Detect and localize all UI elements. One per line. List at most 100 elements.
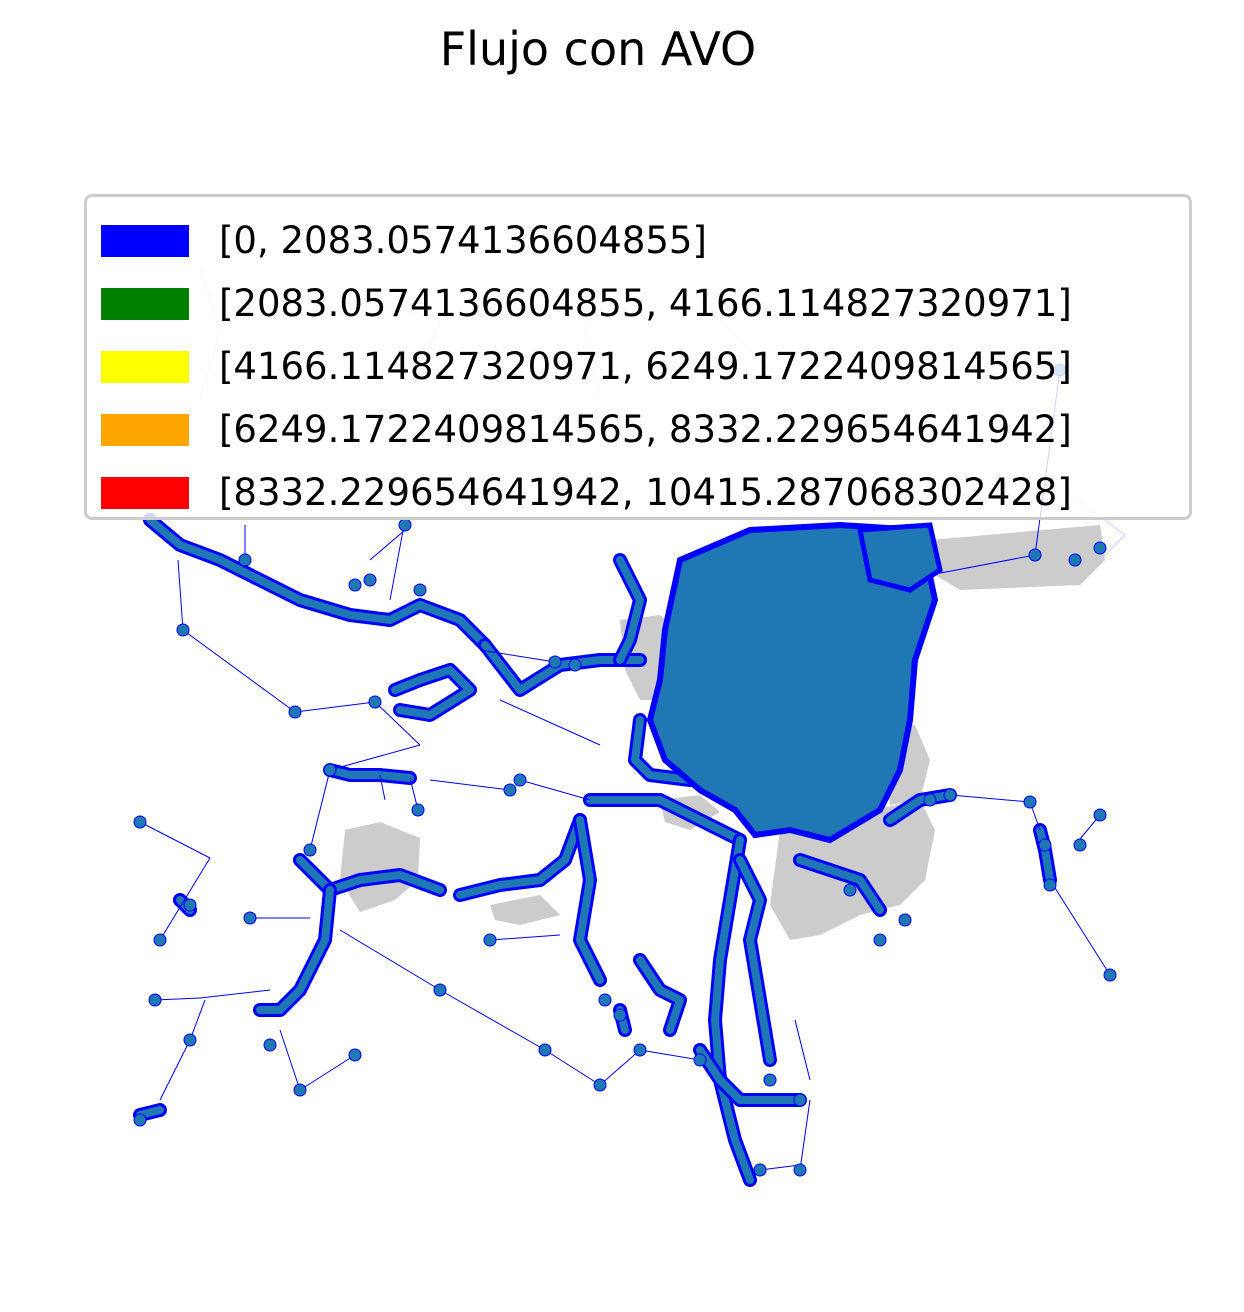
network-node [1073,838,1087,852]
network-corridor-nodes [616,556,644,664]
network-edge [794,1019,811,1081]
network-node [548,655,562,669]
network-node [503,783,517,797]
network-corridor-nodes [136,1106,164,1119]
legend-swatch [101,287,189,320]
legend-item-range-1: [0, 2083.0574136604855] [101,209,1189,272]
network-node [288,705,302,719]
network-edge [759,1164,801,1171]
network-corridor-nodes [886,791,954,824]
network-corridor [143,513,492,652]
legend-label: [4166.114827320971, 6249.1722409814565] [219,345,1072,388]
network-corridor-nodes [296,856,444,894]
network-node [148,993,162,1007]
network-edge [309,769,331,851]
network-edge [599,1049,641,1086]
network-node [843,883,857,897]
network-node [323,763,337,777]
network-edge [339,929,441,991]
network-edge [299,1054,356,1091]
network-node [1093,541,1107,555]
network-node [183,898,197,912]
network-node [243,911,257,925]
network-node [1068,553,1082,567]
network-edge [544,1049,601,1086]
legend: [0, 2083.0574136604855] [2083.0574136604… [84,194,1192,520]
network-node [133,815,147,829]
network-node [793,1163,807,1177]
legend-label: [6249.1722409814565, 8332.229654641942] [219,408,1072,451]
network-edge [369,529,406,561]
network-edge [499,699,601,746]
network-node [368,695,382,709]
network-node [753,1163,767,1177]
network-edge [294,701,376,713]
network-node [363,573,377,587]
network-corridor-nodes [576,816,604,984]
network-edge [177,559,184,631]
network-node [176,623,190,637]
network-node [411,803,425,817]
network-node [793,1093,807,1107]
network-corridor-nodes [711,836,754,1184]
network-node [348,1048,362,1062]
network-node [293,1083,307,1097]
legend-swatch [101,350,189,383]
urban-core-north [856,522,943,593]
network-node [693,1053,707,1067]
network-node [898,913,912,927]
network-edge [929,554,1036,576]
network-corridor-nodes [631,716,694,784]
network-corridor-nodes [586,796,744,844]
network-edge [182,629,296,713]
legend-swatch [101,224,189,257]
network-edge [159,1039,191,1101]
legend-item-range-3: [4166.114827320971, 6249.1722409814565] [101,335,1189,398]
network-edge [389,519,406,601]
network-node [593,1078,607,1092]
network-node [1093,808,1107,822]
network-node [1103,968,1117,982]
network-corridor-nodes [326,766,414,782]
network-corridor-nodes [736,856,774,1064]
network-corridor-nodes [456,816,584,899]
network-edge [799,1099,811,1171]
network-edge [329,744,421,771]
network-corridor-nodes [796,856,884,914]
network-node [153,933,167,947]
network-edge [639,1049,701,1061]
legend-label: [8332.229654641942, 10415.287068302428] [219,471,1072,514]
network-node [923,793,937,807]
network-node [598,993,612,1007]
network-node [433,983,447,997]
legend-label: [0, 2083.0574136604855] [219,219,707,262]
network-node [413,583,427,597]
network-edge [519,779,591,801]
network-node [303,843,317,857]
network-edge [1049,879,1111,976]
network-edge [379,774,386,801]
map-region [490,895,560,925]
legend-swatch [101,413,189,446]
network-corridor-nodes [146,516,489,649]
network-node [568,658,582,672]
network-edge [199,989,271,999]
network-node [183,1033,197,1047]
network-edge [154,997,201,1001]
map-region [340,822,420,912]
network-node [613,1008,627,1022]
network-edge [489,934,561,941]
network-node [1043,878,1057,892]
network-node [943,788,957,802]
network-node [763,1073,777,1087]
network-corridor-nodes [256,886,334,1014]
network-edge [429,779,511,791]
network-edge [439,989,546,1051]
network-node [483,933,497,947]
network-edge [949,794,1031,803]
network-edge [279,1029,301,1091]
network-edge [159,857,211,941]
legend-item-range-4: [6249.1722409814565, 8332.229654641942] [101,398,1189,461]
network-edge [189,999,206,1041]
